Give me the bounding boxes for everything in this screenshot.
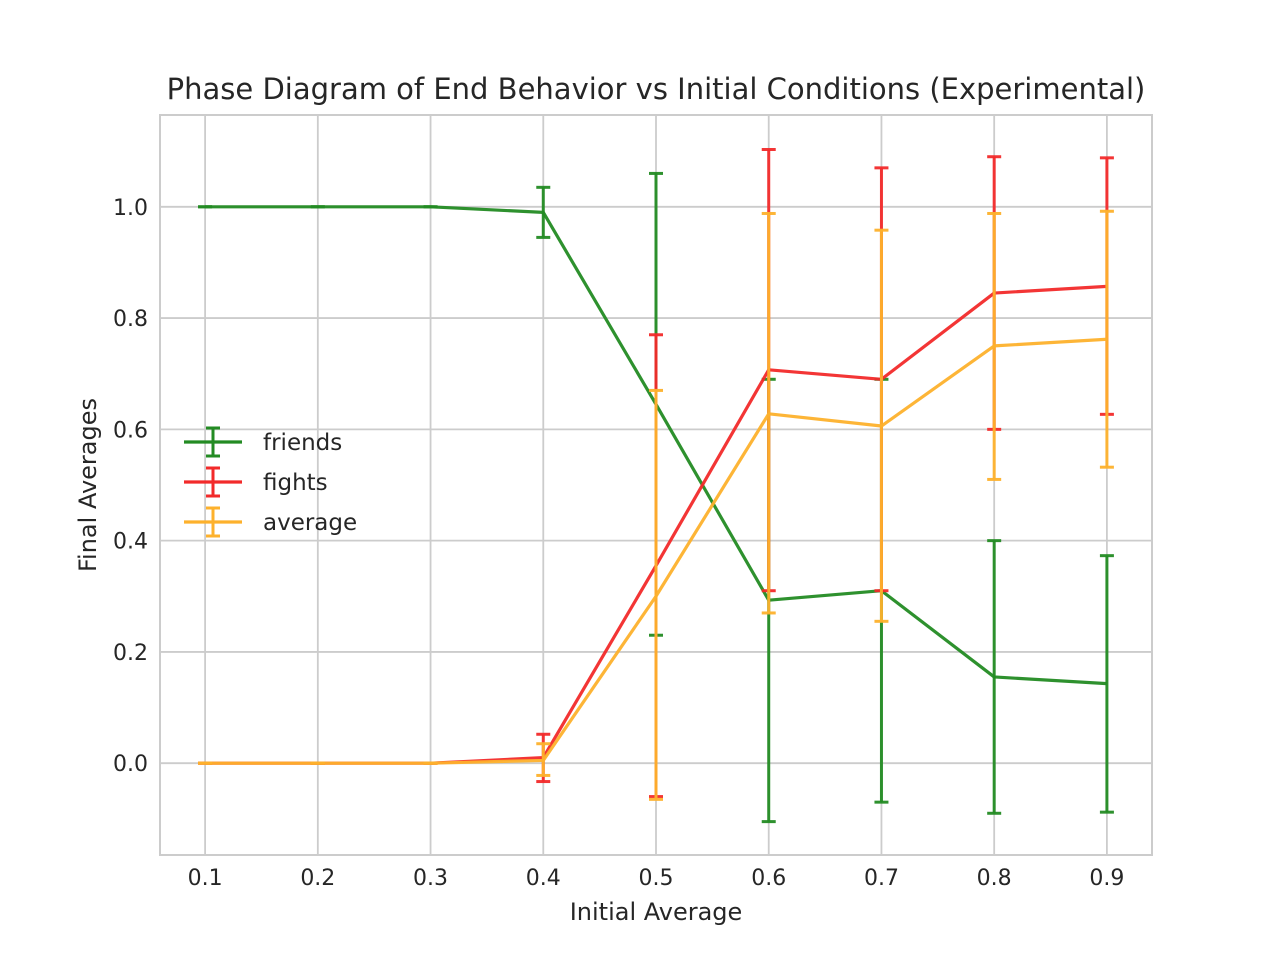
x-axis-label: Initial Average: [570, 898, 743, 926]
x-tick-label: 0.5: [639, 866, 674, 891]
series-line-average: [205, 337, 1108, 765]
chart-title: Phase Diagram of End Behavior vs Initial…: [167, 72, 1146, 106]
x-tick-label: 0.4: [526, 866, 561, 891]
y-tick-label: 0.4: [113, 530, 148, 555]
y-axis-label: Final Averages: [74, 398, 102, 572]
y-tick-label: 0.6: [113, 418, 148, 443]
legend-label: average: [263, 510, 357, 536]
legend-entry-friends: friends: [184, 426, 342, 458]
legend-entry-fights: fights: [184, 466, 328, 498]
legend-label: friends: [263, 430, 342, 456]
legend-label: fights: [263, 470, 328, 496]
x-tick-label: 0.6: [751, 866, 786, 891]
x-tick-label: 0.1: [188, 866, 223, 891]
x-tick-label: 0.7: [864, 866, 899, 891]
series-average: [198, 209, 1114, 801]
y-tick-label: 0.8: [113, 307, 148, 332]
y-tick-label: 0.0: [113, 752, 148, 777]
series-group: [198, 147, 1114, 824]
legend: friends fights average: [184, 426, 357, 538]
y-tick-label: 1.0: [113, 196, 148, 221]
x-tick-label: 0.8: [977, 866, 1012, 891]
y-tick-label: 0.2: [113, 641, 148, 666]
x-tick-label: 0.3: [413, 866, 448, 891]
legend-entry-average: average: [184, 506, 357, 538]
x-tick-label: 0.9: [1089, 866, 1124, 891]
plot-frame: [159, 114, 1153, 856]
x-tick-label: 0.2: [300, 866, 335, 891]
tick-labels: 0.1 0.2 0.3 0.4 0.5 0.6 0.7 0.8 0.9 0.0 0.2 0.4 0.6 0…: [113, 196, 1124, 891]
